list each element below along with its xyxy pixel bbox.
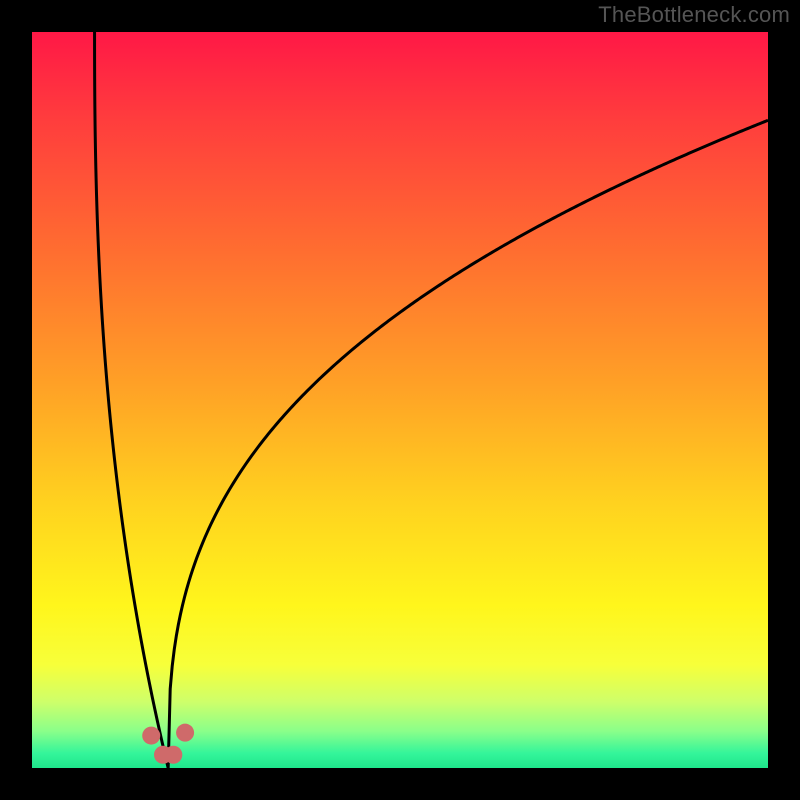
bottleneck-chart	[0, 0, 800, 800]
plot-gradient	[32, 32, 768, 768]
watermark-text: TheBottleneck.com	[598, 2, 790, 28]
chart-frame: TheBottleneck.com	[0, 0, 800, 800]
notch-marker	[142, 727, 160, 745]
notch-marker	[164, 746, 182, 764]
notch-marker	[176, 724, 194, 742]
